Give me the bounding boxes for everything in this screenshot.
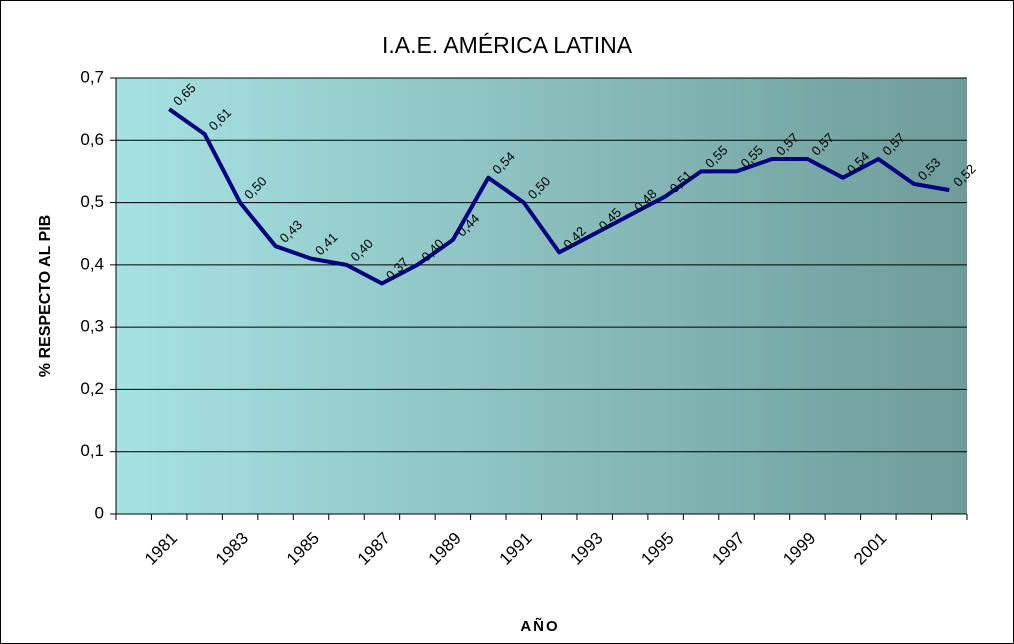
y-axis-label: % RESPECTO AL PIB	[37, 215, 54, 377]
y-tick-label: 0,6	[80, 130, 104, 149]
y-tick-label: 0	[95, 503, 104, 522]
plot-area	[116, 78, 967, 514]
y-tick-label: 0,5	[80, 192, 104, 211]
y-tick-label: 0,1	[80, 441, 104, 460]
chart-title: I.A.E. AMÉRICA LATINA	[382, 32, 633, 58]
data-line	[168, 107, 950, 286]
x-axis-label: AÑO	[520, 617, 559, 635]
y-tick-label: 0,7	[80, 67, 104, 86]
y-tick-label: 0,4	[80, 254, 104, 273]
y-tick-label: 0,2	[80, 379, 104, 398]
y-tick-label: 0,3	[80, 317, 104, 336]
